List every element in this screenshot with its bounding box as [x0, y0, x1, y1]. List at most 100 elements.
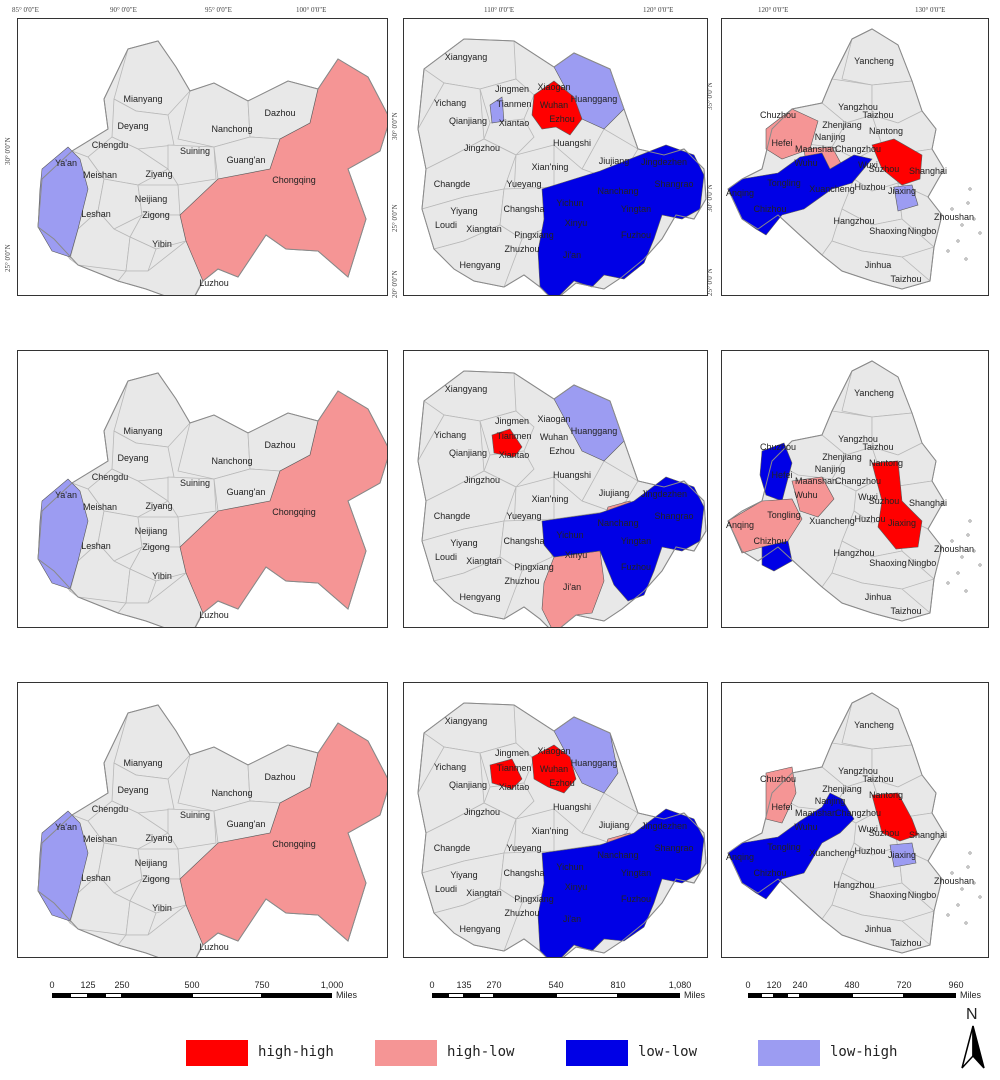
island-mark [956, 239, 960, 243]
island-mark [972, 881, 976, 885]
city-label: Xiantao [498, 118, 530, 128]
city-label: Chuzhou [759, 110, 797, 120]
city-label: Leshan [81, 873, 111, 883]
city-label: Yichang [433, 762, 467, 772]
city-label: Jiujiang [598, 156, 630, 166]
city-label: Yibin [152, 903, 172, 913]
city-label: Hangzhou [833, 548, 875, 558]
city-label: Maanshan [794, 476, 838, 486]
city-label: Yingtan [620, 536, 652, 546]
city-label: Suzhou [868, 164, 900, 174]
cluster-high-low [791, 476, 835, 518]
city-label: Jiaxing [887, 850, 917, 860]
city-label: Xuancheng [809, 848, 855, 858]
city-label: Nanchong [211, 788, 253, 798]
city-label: Guang'an [226, 155, 266, 165]
city-label: Suzhou [868, 828, 900, 838]
city-label: Leshan [81, 541, 111, 551]
city-label: Nanjing [814, 796, 846, 806]
city-label: Yingtan [620, 868, 652, 878]
city-label: Shangrao [654, 843, 694, 853]
city-label: Jiujiang [598, 488, 630, 498]
city-label: Dazhou [264, 772, 296, 782]
city-label: Yichun [556, 862, 584, 872]
city-label: Yiyang [450, 538, 478, 548]
scale-tick: 1,080 [668, 980, 692, 990]
legend-swatch [566, 1040, 628, 1066]
city-label: Anqing [725, 188, 755, 198]
city-label: Changsha [503, 536, 545, 546]
map-panel-middle-1: Xiangyang Jingmen Xiaogan Yichang Tianmen Wuh… [403, 18, 708, 296]
graticule-label: 120° 0'0"E [758, 6, 789, 14]
scale-unit: Miles [960, 990, 982, 1000]
region-border [417, 370, 707, 627]
city-label: Zigong [142, 210, 170, 220]
scale-tick: 720 [896, 980, 912, 990]
city-label: Yangzhou [838, 434, 878, 444]
city-label: Tianmen [496, 431, 532, 441]
city-label: Huanggang [570, 94, 618, 104]
city-label: Zhoushan [933, 544, 975, 554]
city-label: Wuxi [858, 160, 878, 170]
city-label: Nanchong [211, 456, 253, 466]
island-mark [946, 581, 950, 585]
city-label: Changde [433, 179, 471, 189]
city-label: Wuhu [794, 158, 818, 168]
city-label: Xuancheng [809, 184, 855, 194]
graticule-label: 90° 0'0"E [110, 6, 137, 14]
city-label: Yueyang [506, 843, 542, 853]
city-label: Nanchang [597, 186, 639, 196]
city-label: Taizhou [862, 442, 894, 452]
city-label: Xiangtan [466, 556, 502, 566]
city-label: Chengdu [91, 804, 129, 814]
district-polygon [97, 178, 143, 230]
city-label: Yichun [556, 198, 584, 208]
city-label: Meishan [82, 834, 118, 844]
cluster-low-high [893, 184, 919, 212]
city-label: Xiangyang [444, 384, 488, 394]
city-label: Wuhan [539, 100, 569, 110]
district-polygon [129, 214, 187, 250]
graticule-label: 120° 0'0"E [643, 6, 674, 14]
city-label: Yancheng [854, 56, 894, 66]
island-mark [978, 231, 982, 235]
region-border [417, 38, 707, 295]
region-border [727, 28, 945, 290]
map-svg [727, 360, 982, 622]
island-mark [960, 223, 964, 227]
city-label: Huzhou [854, 846, 886, 856]
city-label: Yibin [152, 239, 172, 249]
city-label: Xian'ning [531, 826, 569, 836]
city-label: Zhoushan [933, 212, 975, 222]
city-label: Guang'an [226, 819, 266, 829]
graticule-label: 25° 0'0"N [4, 244, 12, 272]
map-svg [417, 370, 707, 627]
graticule-label: 35° 0'0"N [706, 82, 714, 110]
city-label: Maanshan [794, 144, 838, 154]
legend-swatch [375, 1040, 437, 1066]
scale-tick: 135 [456, 980, 472, 990]
city-label: Chizhou [753, 204, 787, 214]
city-label: Nantong [868, 458, 904, 468]
city-label: Deyang [117, 785, 149, 795]
city-label: Deyang [117, 121, 149, 131]
city-label: Changde [433, 511, 471, 521]
city-label: Xiangtan [466, 224, 502, 234]
region-border [37, 372, 387, 627]
scale-unit: Miles [684, 990, 706, 1000]
city-label: Jingzhou [463, 475, 501, 485]
city-label: Pingxiang [514, 894, 554, 904]
graticule-label: 30° 0'0"N [391, 112, 399, 140]
city-label: Jinhua [864, 592, 892, 602]
cluster-low-high [489, 96, 505, 124]
city-label: Hefei [771, 802, 793, 812]
city-label: Huangshi [552, 138, 592, 148]
legend-swatch [186, 1040, 248, 1066]
city-label: Mianyang [123, 94, 163, 104]
city-label: Suining [179, 146, 211, 156]
island-mark [960, 555, 964, 559]
city-label: Jingdezhen [640, 157, 688, 167]
city-label: Ji'an [562, 582, 582, 592]
city-label: Ningbo [907, 226, 937, 236]
city-label: Jiujiang [598, 820, 630, 830]
